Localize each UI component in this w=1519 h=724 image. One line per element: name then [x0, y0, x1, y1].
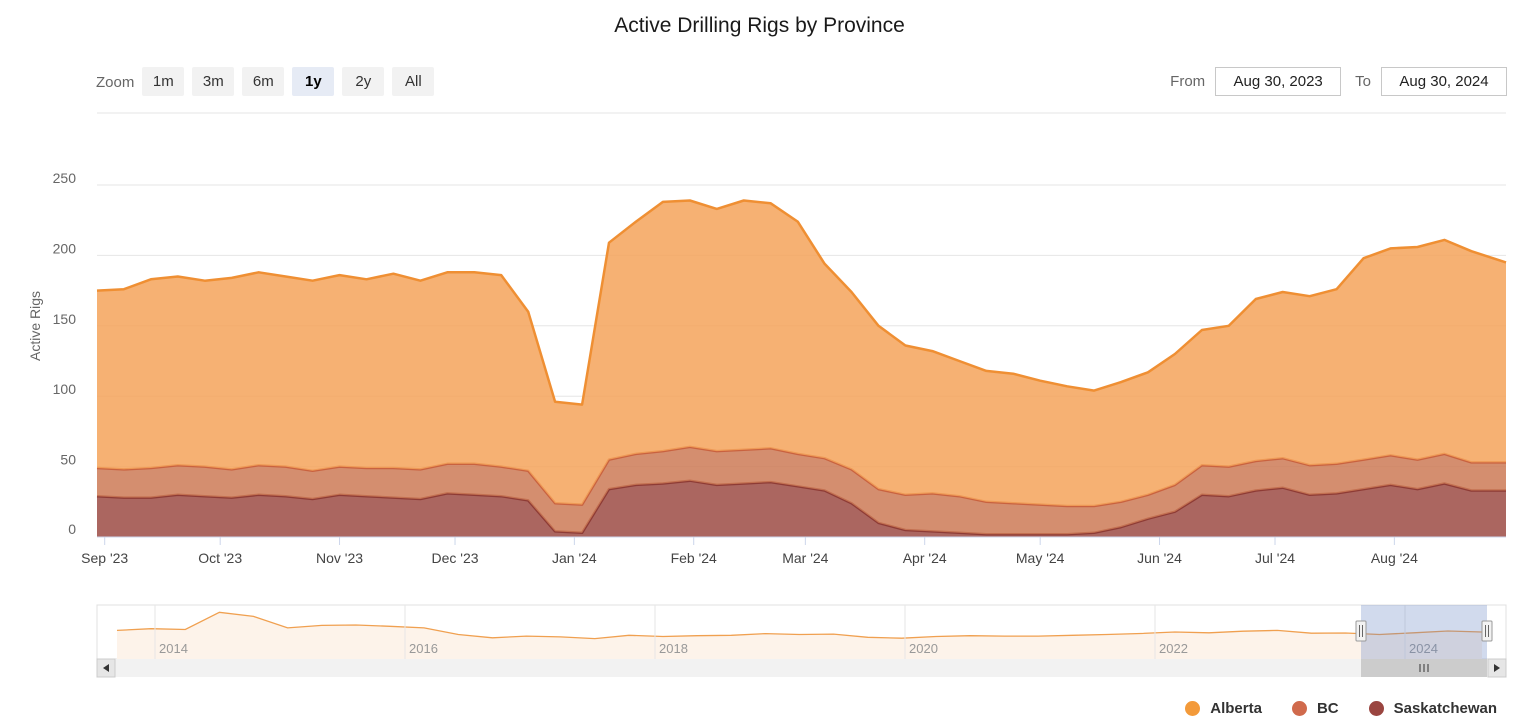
legend-item-alberta[interactable]: Alberta [1185, 700, 1262, 717]
navigator-tick-label: 2022 [1159, 641, 1188, 656]
x-tick-label: Jan '24 [552, 550, 597, 566]
series-area-alberta [97, 200, 1506, 506]
zoom-2y-button[interactable]: 2y [342, 67, 385, 96]
zoom-6m-button[interactable]: 6m [242, 67, 285, 96]
x-axis: Sep '23 Oct '23 Nov '23 Dec '23 Jan '24 Feb '… [81, 536, 1506, 566]
zoom-all-button[interactable]: All [392, 67, 435, 96]
navigator-area [117, 612, 1482, 659]
from-date-input[interactable]: Aug 30, 2023 [1215, 67, 1342, 96]
legend-swatch-alberta [1185, 701, 1201, 716]
y-axis-title: Active Rigs [27, 291, 43, 361]
date-range-selector: From Aug 30, 2023 To Aug 30, 2024 [1156, 67, 1507, 96]
zoom-3m-button[interactable]: 3m [192, 67, 235, 96]
legend-item-bc[interactable]: BC [1291, 700, 1339, 717]
navigator-handle-left[interactable] [1355, 620, 1367, 642]
zoom-1m-button[interactable]: 1m [142, 67, 185, 96]
navigator-selection [1361, 605, 1487, 659]
legend-item-saskatchewan[interactable]: Saskatchewan [1368, 700, 1497, 717]
x-tick-label: Jun '24 [1137, 550, 1182, 566]
arrow-left-icon [103, 664, 109, 672]
navigator[interactable]: 2014 2016 2018 2020 2022 2024 [96, 604, 1507, 678]
x-tick-label: Nov '23 [316, 550, 363, 566]
zoom-1y-button[interactable]: 1y [292, 67, 335, 96]
zoom-label: Zoom [96, 74, 135, 91]
x-tick-label: May '24 [1016, 550, 1065, 566]
to-label: To [1355, 73, 1371, 90]
y-tick-label-50: 50 [60, 452, 76, 468]
y-tick-label-100: 100 [53, 381, 77, 397]
y-tick-label-0: 0 [68, 521, 76, 537]
y-tick-label-250: 250 [53, 170, 77, 186]
chart-title: Active Drilling Rigs by Province [614, 14, 905, 37]
zoom-bar: Zoom 1m 3m 6m 1y 2y All [96, 67, 442, 96]
series-area-saskatchewan [97, 480, 1506, 537]
x-tick-label: Feb '24 [671, 550, 717, 566]
y-axis: 0 50 100 150 200 250 [53, 170, 77, 537]
legend-swatch-saskatchewan [1368, 701, 1384, 716]
arrow-right-icon [1494, 664, 1500, 672]
to-date-input[interactable]: Aug 30, 2024 [1381, 67, 1507, 96]
plot-area [96, 199, 1507, 537]
x-tick-label: Dec '23 [432, 550, 479, 566]
navigator-series [116, 611, 1483, 640]
navigator-tick-label: 2014 [159, 641, 188, 656]
y-tick-label-150: 150 [53, 311, 77, 327]
legend-swatch-bc [1291, 701, 1307, 716]
y-tick-label-200: 200 [53, 240, 77, 256]
x-tick-label: Jul '24 [1255, 550, 1295, 566]
navigator-handle-right[interactable] [1481, 620, 1493, 642]
legend-label-bc: BC [1316, 700, 1339, 717]
legend: Alberta BC Saskatchewan [1155, 700, 1497, 717]
x-tick-label: Apr '24 [903, 550, 947, 566]
navigator-tick-label: 2018 [659, 641, 688, 656]
x-tick-label: Aug '24 [1371, 550, 1418, 566]
x-tick-label: Oct '23 [198, 550, 242, 566]
legend-label-saskatchewan: Saskatchewan [1393, 700, 1497, 717]
x-tick-label: Sep '23 [81, 550, 128, 566]
scrollbar-track [97, 659, 1506, 677]
from-label: From [1170, 73, 1206, 90]
navigator-tick-label: 2024 [1409, 641, 1438, 656]
navigator-tick-label: 2020 [909, 641, 938, 656]
series-line-alberta [96, 199, 1507, 406]
navigator-tick-label: 2016 [409, 641, 438, 656]
legend-label-alberta: Alberta [1210, 700, 1262, 717]
x-tick-label: Mar '24 [782, 550, 828, 566]
series-area-bc [97, 446, 1506, 535]
